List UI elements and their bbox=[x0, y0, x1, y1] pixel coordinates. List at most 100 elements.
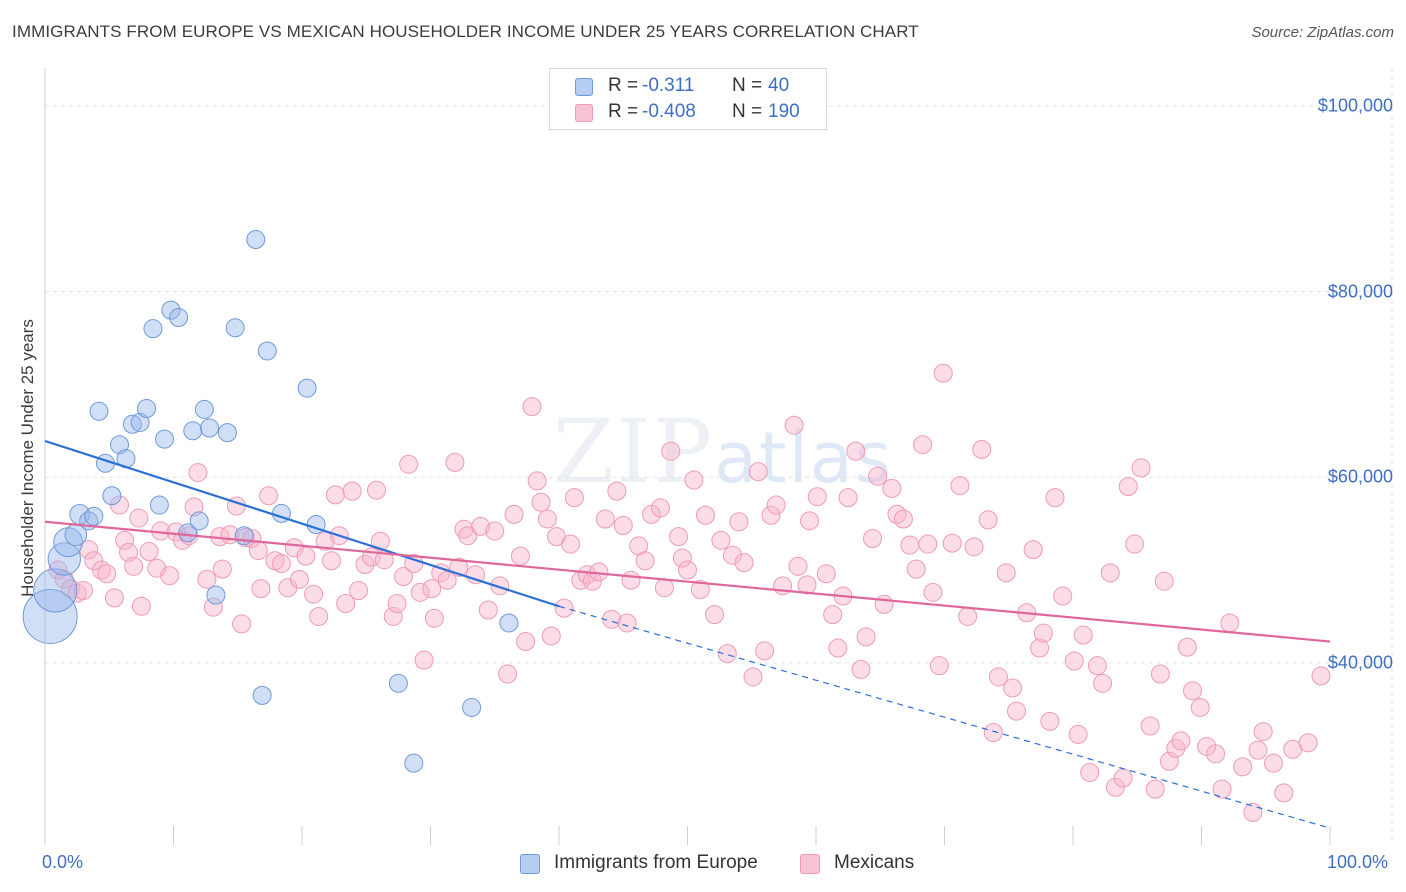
mexicans-point bbox=[1073, 625, 1093, 645]
mexicans-point bbox=[743, 667, 763, 687]
mexicans-point bbox=[325, 485, 345, 505]
mexicans-point bbox=[972, 439, 992, 459]
mexicans-point bbox=[309, 606, 329, 626]
mexicans-point bbox=[510, 546, 530, 566]
mexicans-point bbox=[1171, 731, 1191, 751]
mexicans-point bbox=[1068, 724, 1088, 744]
europe-trend-line bbox=[44, 439, 560, 608]
mexicans-point bbox=[923, 582, 943, 602]
mexicans-point bbox=[1177, 637, 1197, 657]
mexicans-point bbox=[1233, 757, 1253, 777]
mexicans-point bbox=[564, 488, 584, 508]
europe-point bbox=[161, 300, 181, 320]
mexicans-point bbox=[838, 488, 858, 508]
mexicans-point bbox=[1140, 716, 1160, 736]
mexicans-point bbox=[1064, 651, 1084, 671]
legend-n-label: N = bbox=[732, 75, 763, 96]
mexicans-point bbox=[1053, 586, 1073, 606]
mexicans-point bbox=[355, 554, 375, 574]
mexicans-point bbox=[755, 641, 775, 661]
mexicans-point bbox=[1190, 697, 1210, 717]
europe-points bbox=[22, 230, 519, 773]
mexicans-point bbox=[424, 608, 444, 628]
mexicans-point bbox=[336, 593, 356, 613]
mexicans-point bbox=[613, 515, 633, 535]
mexicans-point bbox=[672, 548, 692, 568]
mexicans-point bbox=[97, 564, 117, 584]
mexicans-point bbox=[304, 584, 324, 604]
europe-point bbox=[404, 753, 424, 773]
legend-n-value: 40 bbox=[768, 75, 790, 96]
mexicans-point bbox=[617, 613, 637, 633]
mexicans-point bbox=[654, 578, 674, 598]
europe-point bbox=[246, 230, 266, 250]
legend-swatch-mexicans bbox=[800, 854, 820, 874]
europe-point bbox=[149, 495, 169, 515]
mexicans-point bbox=[958, 606, 978, 626]
mexicans-point bbox=[478, 600, 498, 620]
mexicans-point bbox=[131, 596, 151, 616]
axes bbox=[44, 68, 1331, 845]
mexicans-point bbox=[882, 478, 902, 498]
europe-point bbox=[183, 421, 203, 441]
mexicans-point bbox=[863, 528, 883, 548]
mexicans-point bbox=[431, 563, 451, 583]
mexicans-point bbox=[92, 560, 112, 580]
mexicans-point bbox=[913, 435, 933, 455]
mexicans-point bbox=[1212, 779, 1232, 799]
mexicans-point bbox=[1253, 722, 1273, 742]
mexicans-point bbox=[669, 527, 689, 547]
mexicans-point bbox=[684, 470, 704, 490]
europe-point bbox=[155, 429, 175, 449]
mexicans-point bbox=[1006, 701, 1026, 721]
y-tick-label: $100,000 bbox=[1317, 95, 1393, 116]
mexicans-point bbox=[522, 397, 542, 417]
mexicans-point bbox=[1118, 476, 1138, 496]
mexicans-point bbox=[868, 466, 888, 486]
mexicans-point bbox=[1274, 783, 1294, 803]
europe-point bbox=[499, 613, 519, 633]
europe-point bbox=[33, 568, 78, 613]
mexicans-point bbox=[370, 531, 390, 551]
europe-point bbox=[217, 423, 237, 443]
mexicans-point bbox=[983, 723, 1003, 743]
mexicans-point bbox=[988, 667, 1008, 687]
mexicans-point bbox=[577, 565, 597, 585]
chart-title: IMMIGRANTS FROM EUROPE VS MEXICAN HOUSEH… bbox=[12, 22, 919, 41]
mexicans-point bbox=[635, 551, 655, 571]
europe-point bbox=[257, 341, 277, 361]
mexicans-point bbox=[1093, 673, 1113, 693]
mexicans-point bbox=[471, 516, 491, 536]
mexicans-point bbox=[561, 534, 581, 554]
mexicans-point bbox=[349, 580, 369, 600]
mexicans-point bbox=[251, 579, 271, 599]
europe-point bbox=[297, 378, 317, 398]
mexicans-point bbox=[964, 537, 984, 557]
mexicans-points bbox=[48, 363, 1331, 822]
mexicans-point bbox=[722, 545, 742, 565]
mexicans-point bbox=[79, 540, 99, 560]
mexicans-point bbox=[232, 614, 252, 634]
mexicans-point bbox=[322, 551, 342, 571]
mexicans-point bbox=[1023, 540, 1043, 560]
legend-r-label: R = bbox=[608, 101, 639, 122]
mexicans-point bbox=[1248, 740, 1268, 760]
mexicans-point bbox=[704, 605, 724, 625]
mexicans-point bbox=[315, 531, 335, 551]
mexicans-point bbox=[541, 626, 561, 646]
legend-n-label: N = bbox=[732, 101, 763, 122]
europe-point bbox=[225, 318, 245, 338]
europe-point bbox=[199, 418, 219, 438]
mexicans-point bbox=[124, 556, 144, 576]
mexicans-point bbox=[115, 530, 135, 550]
mexicans-point bbox=[906, 559, 926, 579]
mexicans-point bbox=[1131, 458, 1151, 478]
mexicans-point bbox=[1154, 571, 1174, 591]
y-tick-label: $40,000 bbox=[1327, 652, 1393, 673]
mexicans-point bbox=[717, 644, 737, 664]
mexicans-point bbox=[212, 559, 232, 579]
mexicans-point bbox=[498, 664, 518, 684]
europe-point bbox=[102, 486, 122, 506]
mexicans-point bbox=[595, 509, 615, 529]
